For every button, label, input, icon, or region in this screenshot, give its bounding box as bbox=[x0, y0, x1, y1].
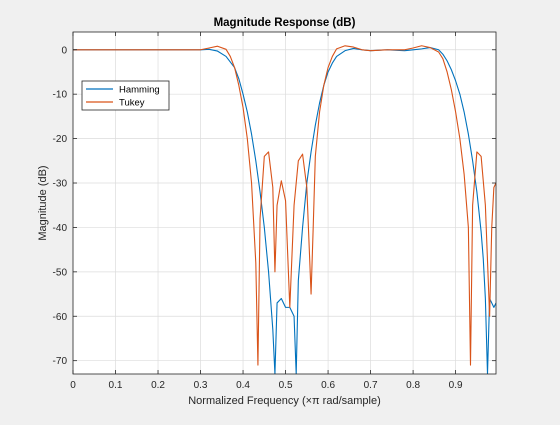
y-tick-label: -40 bbox=[53, 223, 68, 234]
x-axis-label: Normalized Frequency (×π rad/sample) bbox=[188, 395, 381, 407]
series-line-hamming bbox=[73, 46, 496, 374]
chart-title: Magnitude Response (dB) bbox=[214, 17, 356, 29]
x-tick-label: 0.4 bbox=[236, 380, 250, 391]
x-tick-label: 0.7 bbox=[364, 380, 378, 391]
x-tick-label: 0.5 bbox=[279, 380, 293, 391]
plot-frame bbox=[72, 31, 497, 375]
x-tick-label: 0.9 bbox=[449, 380, 463, 391]
x-tick-label: 0.2 bbox=[151, 380, 165, 391]
x-tick-label: 0.1 bbox=[109, 380, 123, 391]
y-tick-label: -50 bbox=[53, 267, 68, 278]
y-tick-label: -20 bbox=[53, 134, 68, 145]
series-line-tukey bbox=[73, 45, 496, 366]
x-tick-label: 0.3 bbox=[194, 380, 208, 391]
legend-label-tukey: Tukey bbox=[119, 98, 145, 109]
series-layer bbox=[73, 45, 496, 374]
y-tick-label: 0 bbox=[61, 45, 67, 56]
y-tick-label: -30 bbox=[53, 179, 68, 190]
y-tick-label: -10 bbox=[53, 90, 68, 101]
grid bbox=[72, 32, 496, 374]
legend-label-hamming: Hamming bbox=[119, 85, 160, 96]
y-tick-label: -70 bbox=[53, 356, 68, 367]
x-tick-label: 0 bbox=[70, 380, 76, 391]
legend-box bbox=[81, 80, 170, 111]
legend[interactable]: Hamming Tukey bbox=[81, 80, 170, 111]
y-tick-label: -60 bbox=[53, 312, 68, 323]
x-tick-label: 0.6 bbox=[321, 380, 335, 391]
y-axis-label: Magnitude (dB) bbox=[37, 165, 49, 240]
ticks: 0 0.1 0.2 0.3 0.4 0.5 0.6 0.7 0.8 0.9 0 -10 -20 -30 -4… bbox=[53, 32, 496, 391]
x-tick-label: 0.8 bbox=[406, 380, 420, 391]
